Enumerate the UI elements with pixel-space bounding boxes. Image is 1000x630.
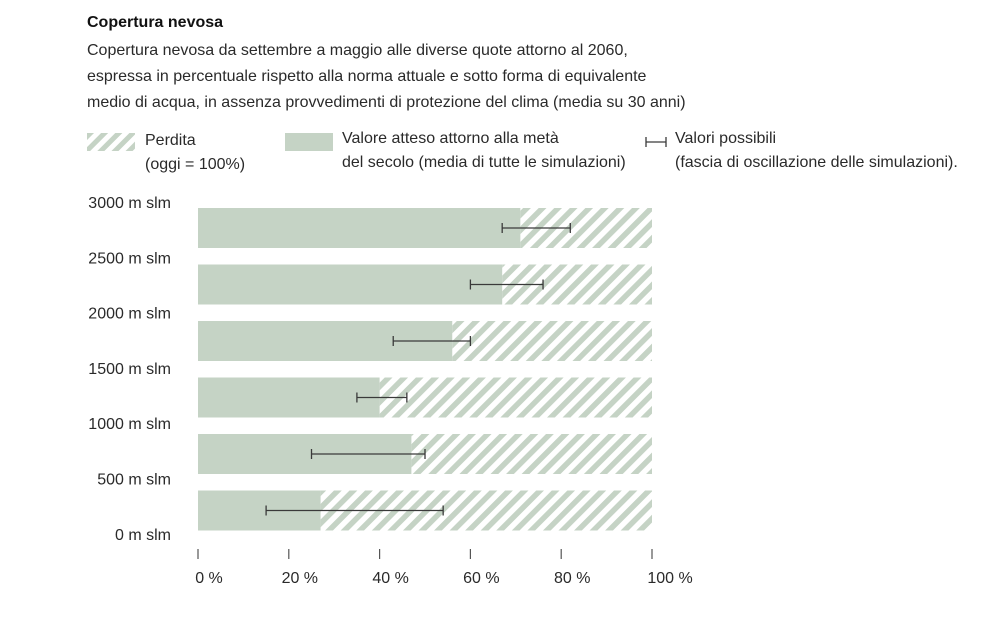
x-tick-label: 60 %: [463, 570, 499, 587]
y-tick-label: 0 m slm: [115, 527, 171, 544]
legend-loss-swatch: [87, 133, 135, 151]
x-tick-label: 100 %: [647, 570, 692, 587]
legend-range-line1: Valori possibili: [675, 130, 777, 147]
legend-errorbar-icon: [645, 137, 667, 147]
legend-loss-label: Perdita (oggi = 100%): [145, 129, 245, 177]
x-tick-label: 40 %: [372, 570, 408, 587]
error-bar: [392, 336, 472, 346]
error-bar: [310, 449, 426, 459]
loss-bar-segment: [452, 321, 652, 361]
subtitle-line-2: espressa in percentuale rispetto alla no…: [87, 68, 647, 85]
legend-range-line2: (fascia di oscillazione delle simulazion…: [675, 154, 958, 171]
y-axis-labels: 3000 m slm 2500 m slm 2000 m slm 1500 m slm…: [88, 195, 171, 544]
legend-expected-swatch: [285, 133, 333, 151]
legend-expected-line1: Valore atteso attorno alla metà: [342, 130, 559, 147]
legend-expected-line2: del secolo (media di tutte le simulazion…: [342, 154, 626, 171]
expected-bar: [198, 208, 521, 248]
x-axis: 0 % 20 % 40 % 60 % 80 % 100 %: [195, 549, 693, 587]
legend-expected-label: Valore atteso attorno alla metà del seco…: [342, 127, 626, 175]
error-bar: [469, 279, 544, 290]
error-bar: [265, 505, 444, 516]
bars: [198, 208, 652, 531]
chart-subtitle: Copertura nevosa da settembre a maggio a…: [87, 38, 787, 116]
y-tick-label: 1500 m slm: [88, 361, 171, 378]
loss-bar-segment: [379, 377, 652, 418]
x-tick-label: 80 %: [554, 570, 590, 587]
subtitle-line-3: medio di acqua, in assenza provvedimenti…: [87, 94, 686, 111]
y-tick-label: 2500 m slm: [88, 250, 171, 267]
chart-title: Copertura nevosa: [87, 14, 224, 31]
error-bar: [501, 223, 571, 233]
x-tick-label: 20 %: [282, 570, 318, 587]
y-tick-label: 2000 m slm: [88, 306, 171, 323]
legend-range-label: Valori possibili (fascia di oscillazione…: [675, 127, 958, 175]
error-bar: [356, 392, 408, 403]
x-tick-label: 0 %: [195, 570, 223, 587]
legend-loss-line1: Perdita: [145, 132, 196, 149]
subtitle-line-1: Copertura nevosa da settembre a maggio a…: [87, 42, 628, 59]
expected-bar: [198, 377, 380, 418]
legend-loss-line2: (oggi = 100%): [145, 156, 246, 173]
y-tick-label: 1000 m slm: [88, 416, 171, 433]
y-tick-label: 3000 m slm: [88, 195, 171, 212]
expected-bar: [198, 264, 503, 305]
y-tick-label: 500 m slm: [97, 472, 171, 489]
loss-bar-segment: [411, 434, 652, 474]
